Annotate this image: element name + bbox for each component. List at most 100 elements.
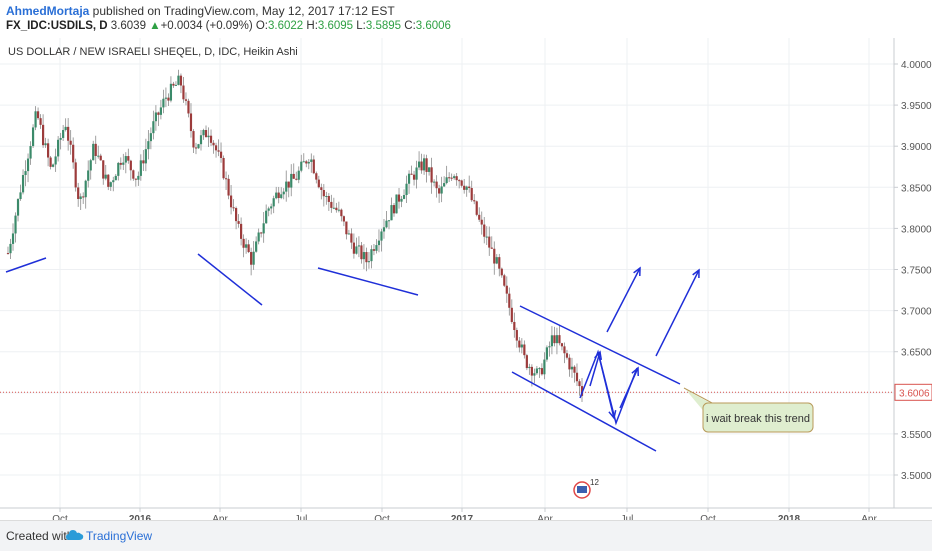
candle-body xyxy=(242,238,245,248)
candle-body xyxy=(420,161,423,171)
candle-body xyxy=(443,183,446,187)
candle-body xyxy=(159,107,162,115)
candle-body xyxy=(234,208,238,222)
candle-body xyxy=(219,151,223,158)
current-price-box xyxy=(894,383,932,401)
candle-body xyxy=(247,244,250,253)
candle-body xyxy=(129,160,132,171)
chart-title: US DOLLAR / NEW ISRAELI SHEQEL, D, IDC, … xyxy=(8,46,298,58)
candle-body xyxy=(422,158,426,171)
candle-body xyxy=(470,188,473,201)
candle-body xyxy=(167,97,170,101)
candle-body xyxy=(179,75,183,86)
candle-body xyxy=(483,224,486,237)
candle-body xyxy=(272,198,275,207)
price-tick-label: 3.6500 xyxy=(901,348,932,359)
chart-header: AhmedMortaja published on TradingView.co… xyxy=(0,0,932,38)
candle-body xyxy=(417,161,421,168)
candle-body xyxy=(132,170,135,179)
time-axis[interactable]: Oct 2016 Apr Jul Oct 2017 Apr Jul Oct 2018 Apr xyxy=(52,508,877,525)
candle-body xyxy=(440,186,443,194)
candles xyxy=(6,69,584,403)
candle-body xyxy=(84,180,87,198)
open-label: O: xyxy=(255,20,268,32)
candle-body xyxy=(189,113,193,132)
candle-body xyxy=(335,207,338,211)
candle-body xyxy=(347,233,350,235)
flag-icon-canton xyxy=(577,486,587,493)
candle-body xyxy=(543,359,546,375)
projection-arrow xyxy=(619,367,639,409)
candle-body xyxy=(380,231,383,241)
candle-body xyxy=(535,368,538,374)
candle-body xyxy=(41,124,45,146)
candle-body xyxy=(280,194,283,199)
price-chart[interactable]: 4.0000 3.9500 3.9000 3.8500 3.8000 3.7500 3.70… xyxy=(0,38,932,525)
candle-body xyxy=(350,233,353,243)
candle-body xyxy=(465,186,468,190)
candle-body xyxy=(305,161,308,164)
time-tick-label: Oct xyxy=(374,514,390,520)
price-tick-label: 3.7500 xyxy=(901,266,932,277)
candle-body xyxy=(124,156,127,163)
candle-body xyxy=(410,173,413,175)
candle-body xyxy=(435,181,438,189)
projection-arrow xyxy=(606,267,641,333)
open-value: 3.6022 xyxy=(268,20,304,32)
candle-body xyxy=(57,139,60,157)
candle-body xyxy=(332,207,335,209)
candle-body xyxy=(327,195,330,202)
candle-body xyxy=(87,170,90,181)
price-tick-label: 3.9500 xyxy=(901,101,932,112)
candle-body xyxy=(330,201,333,208)
candle-body xyxy=(498,257,501,269)
candle-body xyxy=(104,174,107,179)
candle-body xyxy=(229,195,233,208)
candle-body xyxy=(177,75,180,85)
candle-body xyxy=(450,177,453,179)
candle-body xyxy=(149,133,152,142)
candle-body xyxy=(285,181,288,192)
candle-body xyxy=(277,192,280,199)
change-value: +0.0034 (+0.09%) xyxy=(160,20,253,32)
candle-body xyxy=(192,131,195,148)
candle-body xyxy=(565,353,569,358)
annotation-callout[interactable]: i wait break this trend xyxy=(683,387,814,433)
candle-body xyxy=(355,246,358,254)
time-tick-label: Oct xyxy=(700,514,716,520)
candle-body xyxy=(260,232,263,234)
candle-body xyxy=(563,346,566,354)
candle-body xyxy=(458,180,461,182)
price-axis[interactable]: 4.0000 3.9500 3.9000 3.8500 3.8000 3.7500 3.70… xyxy=(894,60,932,482)
candle-body xyxy=(262,223,265,234)
candle-body xyxy=(503,275,506,286)
candle-body xyxy=(337,209,340,211)
chart-area[interactable]: 4.0000 3.9500 3.9000 3.8500 3.8000 3.7500 3.70… xyxy=(0,38,932,525)
event-badge[interactable]: 12 xyxy=(573,478,599,499)
candle-body xyxy=(495,257,498,264)
candle-body xyxy=(270,206,273,209)
candle-body xyxy=(415,167,418,180)
candle-body xyxy=(49,157,52,167)
candle-body xyxy=(500,268,503,276)
high-label: H: xyxy=(306,20,318,32)
low-label: L: xyxy=(356,20,366,32)
candle-body xyxy=(515,330,518,341)
candle-body xyxy=(548,346,551,348)
candle-body xyxy=(300,161,303,171)
candle-body xyxy=(187,100,190,114)
author-link[interactable]: AhmedMortaja xyxy=(6,4,90,18)
tradingview-link[interactable]: TradingView xyxy=(86,529,153,543)
tradingview-cloud-icon[interactable] xyxy=(66,528,84,542)
candle-body xyxy=(560,343,564,347)
candle-body xyxy=(395,194,398,214)
candle-body xyxy=(508,293,511,308)
candle-body xyxy=(488,236,491,248)
candle-body xyxy=(540,368,543,375)
candle-body xyxy=(117,162,120,176)
price-tick-label: 3.5000 xyxy=(901,471,932,482)
price-tick-label: 3.8500 xyxy=(901,183,932,194)
candle-body xyxy=(82,196,85,198)
candle-body xyxy=(207,135,210,138)
candle-body xyxy=(209,135,213,143)
